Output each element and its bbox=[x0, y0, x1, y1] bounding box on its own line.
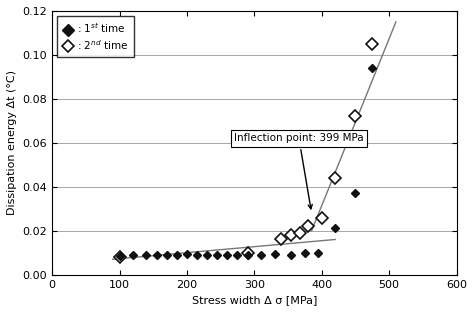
Y-axis label: Dissipation energy Δt (°C): Dissipation energy Δt (°C) bbox=[7, 70, 17, 215]
Text: Inflection point: 399 MPa: Inflection point: 399 MPa bbox=[234, 134, 364, 209]
X-axis label: Stress width Δ σ [MPa]: Stress width Δ σ [MPa] bbox=[191, 295, 317, 305]
Legend: : 1$^{st}$ time, : 2$^{nd}$ time: : 1$^{st}$ time, : 2$^{nd}$ time bbox=[57, 16, 134, 57]
